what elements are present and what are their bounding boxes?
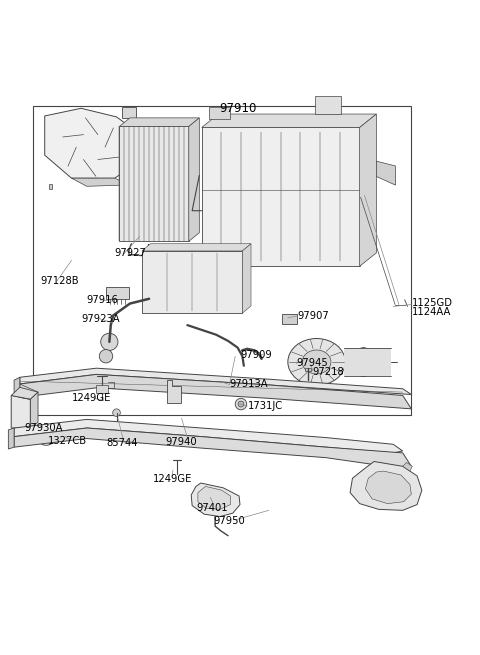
Text: 85744: 85744 bbox=[106, 438, 137, 448]
Polygon shape bbox=[191, 483, 240, 517]
Polygon shape bbox=[8, 428, 14, 449]
Polygon shape bbox=[202, 128, 360, 266]
Polygon shape bbox=[350, 462, 422, 510]
Circle shape bbox=[238, 402, 244, 407]
Text: 1125GD: 1125GD bbox=[412, 297, 453, 308]
Polygon shape bbox=[45, 108, 134, 178]
Polygon shape bbox=[14, 428, 411, 469]
Bar bbox=[344, 348, 391, 377]
Circle shape bbox=[235, 398, 247, 410]
Polygon shape bbox=[30, 392, 38, 428]
Text: 1249GE: 1249GE bbox=[153, 474, 192, 484]
Bar bbox=[106, 288, 129, 299]
Text: 97940: 97940 bbox=[166, 438, 197, 447]
Text: 97916: 97916 bbox=[86, 295, 118, 305]
Bar bbox=[33, 106, 411, 415]
Polygon shape bbox=[315, 96, 341, 114]
Polygon shape bbox=[120, 118, 199, 126]
Circle shape bbox=[101, 333, 118, 350]
Text: 97401: 97401 bbox=[196, 503, 228, 513]
Polygon shape bbox=[48, 184, 52, 189]
Text: 97128B: 97128B bbox=[40, 276, 79, 286]
Polygon shape bbox=[209, 107, 230, 119]
Polygon shape bbox=[360, 114, 376, 266]
Polygon shape bbox=[120, 126, 189, 241]
Bar bbox=[168, 282, 187, 299]
Text: 1249GE: 1249GE bbox=[72, 394, 111, 403]
Polygon shape bbox=[189, 118, 199, 241]
Text: 97907: 97907 bbox=[298, 311, 329, 321]
Circle shape bbox=[77, 134, 104, 160]
Polygon shape bbox=[167, 380, 181, 403]
Text: 1327CB: 1327CB bbox=[48, 436, 87, 447]
Polygon shape bbox=[142, 251, 242, 313]
Polygon shape bbox=[376, 161, 396, 185]
Polygon shape bbox=[142, 244, 251, 251]
Circle shape bbox=[59, 115, 122, 179]
Text: 97923A: 97923A bbox=[81, 314, 120, 324]
Polygon shape bbox=[72, 178, 130, 186]
Text: 1731JC: 1731JC bbox=[248, 401, 283, 411]
Text: 97945: 97945 bbox=[297, 358, 328, 368]
Polygon shape bbox=[96, 385, 108, 393]
Circle shape bbox=[99, 350, 113, 363]
Text: 97910: 97910 bbox=[219, 102, 256, 115]
Ellipse shape bbox=[302, 350, 331, 374]
Polygon shape bbox=[20, 375, 411, 409]
Bar bbox=[122, 107, 136, 118]
Polygon shape bbox=[242, 244, 251, 313]
Ellipse shape bbox=[288, 339, 345, 385]
Ellipse shape bbox=[354, 348, 373, 377]
Polygon shape bbox=[11, 387, 38, 400]
Polygon shape bbox=[202, 114, 376, 128]
Text: 97909: 97909 bbox=[240, 350, 272, 360]
Polygon shape bbox=[365, 471, 411, 504]
Polygon shape bbox=[403, 462, 412, 471]
Text: 97930A: 97930A bbox=[24, 423, 63, 433]
Bar bbox=[305, 367, 311, 371]
Polygon shape bbox=[198, 487, 230, 510]
Polygon shape bbox=[20, 368, 411, 394]
Circle shape bbox=[113, 409, 120, 417]
Bar bbox=[39, 429, 43, 434]
Polygon shape bbox=[14, 419, 403, 453]
Text: 97913A: 97913A bbox=[229, 379, 268, 390]
Text: 97927: 97927 bbox=[115, 248, 146, 258]
Polygon shape bbox=[11, 396, 30, 428]
Text: 97950: 97950 bbox=[214, 516, 245, 527]
Text: 1124AA: 1124AA bbox=[412, 307, 452, 317]
Polygon shape bbox=[15, 428, 27, 434]
Polygon shape bbox=[134, 129, 149, 174]
Text: 97218: 97218 bbox=[313, 367, 345, 377]
Polygon shape bbox=[14, 377, 20, 400]
Bar bbox=[282, 314, 298, 324]
